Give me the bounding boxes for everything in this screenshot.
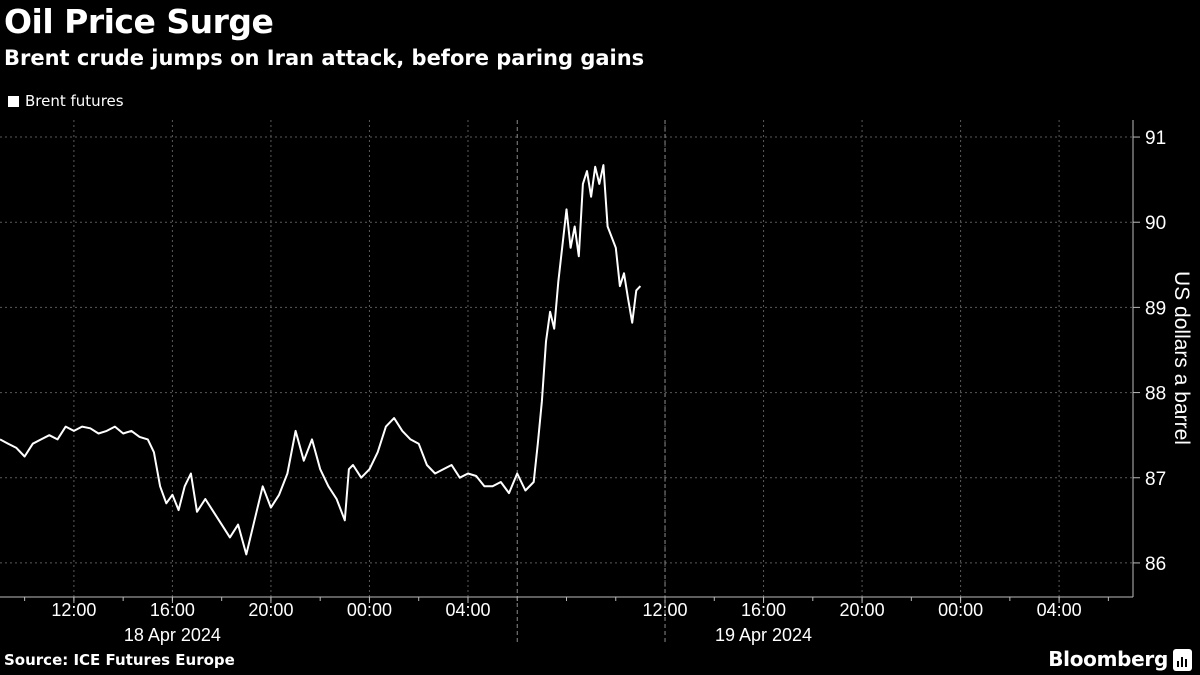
- legend-label: Brent futures: [25, 92, 124, 110]
- x-tick-label: 16:00: [150, 600, 195, 620]
- x-tick-label: 04:00: [445, 600, 490, 620]
- y-tick-label: 86: [1145, 554, 1166, 575]
- source-note: Source: ICE Futures Europe: [4, 651, 235, 669]
- chart-legend: Brent futures: [8, 92, 124, 110]
- chart-title: Oil Price Surge: [4, 2, 274, 41]
- y-tick-label: 87: [1145, 469, 1166, 490]
- date-label: 18 Apr 2024: [124, 625, 221, 645]
- y-tick-label: 89: [1145, 298, 1166, 319]
- legend-swatch: [8, 95, 19, 107]
- x-tick-label: 12:00: [51, 600, 96, 620]
- y-axis-title: US dollars a barrel: [1170, 271, 1193, 445]
- x-tick-label: 20:00: [248, 600, 293, 620]
- x-tick-label: 16:00: [741, 600, 786, 620]
- y-tick-label: 88: [1145, 384, 1166, 405]
- x-tick-label: 04:00: [1037, 600, 1082, 620]
- x-tick-label: 00:00: [347, 600, 392, 620]
- y-tick-label: 91: [1145, 128, 1166, 149]
- x-tick-label: 20:00: [840, 600, 885, 620]
- date-label: 19 Apr 2024: [715, 625, 812, 645]
- series-line-brent-futures: [0, 164, 642, 556]
- x-tick-label: 00:00: [938, 600, 983, 620]
- y-tick-label: 90: [1145, 213, 1166, 234]
- bar-chart-icon: [1173, 649, 1192, 671]
- chart-subtitle: Brent crude jumps on Iran attack, before…: [4, 46, 645, 70]
- bloomberg-logo: Bloomberg: [1048, 647, 1168, 671]
